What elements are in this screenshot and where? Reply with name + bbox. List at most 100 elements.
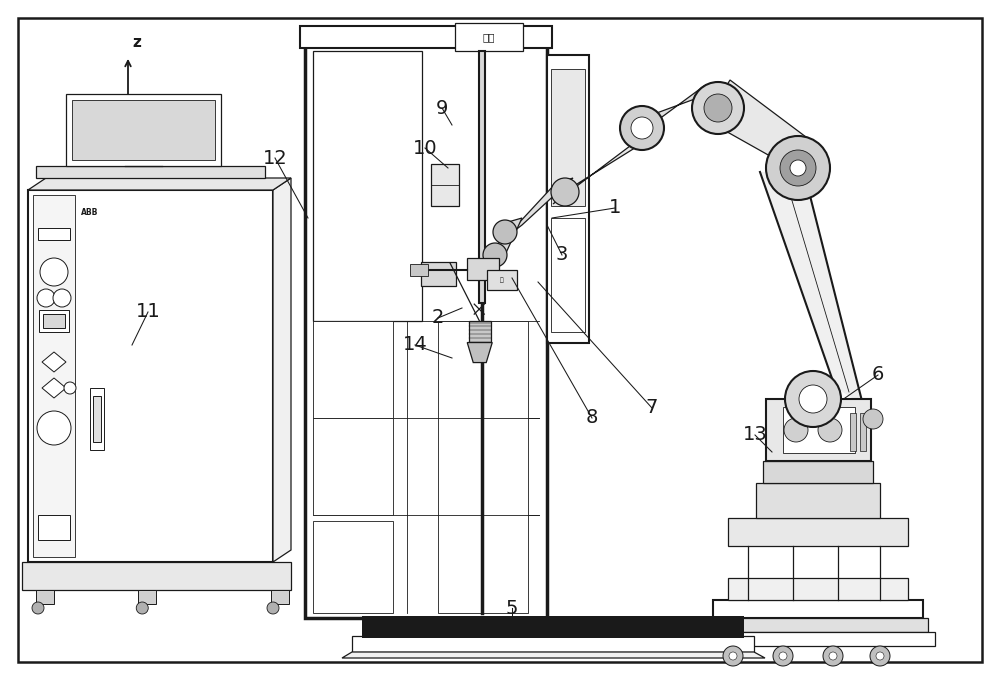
Bar <box>138 590 156 604</box>
Bar <box>469 320 491 343</box>
Text: 10: 10 <box>413 139 437 158</box>
Circle shape <box>790 160 806 176</box>
Bar <box>313 418 393 515</box>
Bar <box>28 190 273 562</box>
Bar <box>313 320 393 418</box>
Bar <box>36 166 265 178</box>
Polygon shape <box>553 136 654 204</box>
Circle shape <box>870 646 890 666</box>
Bar <box>713 600 923 618</box>
Text: 回: 回 <box>500 277 504 283</box>
Bar <box>850 413 856 451</box>
Circle shape <box>863 409 883 429</box>
Polygon shape <box>28 178 291 190</box>
Bar <box>36 590 54 604</box>
Text: x: x <box>66 160 76 175</box>
Bar <box>421 262 456 286</box>
Text: ABB: ABB <box>81 208 98 217</box>
Bar <box>710 618 928 632</box>
Polygon shape <box>342 652 765 658</box>
Bar <box>438 320 528 613</box>
Text: 1: 1 <box>609 199 621 218</box>
Bar <box>72 100 215 160</box>
Circle shape <box>876 652 884 660</box>
Circle shape <box>551 178 579 206</box>
Text: y: y <box>203 114 213 129</box>
Bar <box>33 195 75 557</box>
Circle shape <box>53 289 71 307</box>
Circle shape <box>704 94 732 122</box>
Bar <box>728 518 908 546</box>
Bar <box>362 616 744 638</box>
Bar <box>313 51 422 320</box>
Bar <box>93 396 101 443</box>
Circle shape <box>493 220 517 244</box>
Circle shape <box>32 602 44 614</box>
Bar <box>410 264 428 276</box>
Text: 12: 12 <box>263 148 287 167</box>
Bar <box>352 636 754 652</box>
Bar <box>22 562 291 590</box>
Circle shape <box>829 652 837 660</box>
Bar <box>39 310 69 332</box>
Bar <box>431 164 459 206</box>
Text: 13: 13 <box>743 426 767 445</box>
Circle shape <box>37 411 71 445</box>
Circle shape <box>818 418 842 442</box>
Bar <box>763 461 873 483</box>
Circle shape <box>780 150 816 186</box>
Bar <box>756 483 880 518</box>
Circle shape <box>631 117 653 139</box>
Bar <box>300 26 552 48</box>
Circle shape <box>729 652 737 660</box>
Polygon shape <box>628 86 730 142</box>
Polygon shape <box>760 172 863 405</box>
Bar <box>728 578 908 600</box>
Bar <box>90 388 104 450</box>
Circle shape <box>483 243 507 267</box>
Circle shape <box>779 652 787 660</box>
Bar <box>38 515 70 540</box>
Bar <box>467 258 499 280</box>
Text: 2: 2 <box>432 309 444 328</box>
Circle shape <box>40 258 68 286</box>
Bar <box>487 270 517 290</box>
Text: 8: 8 <box>586 409 598 428</box>
Bar <box>313 521 393 613</box>
Polygon shape <box>492 218 522 258</box>
Bar <box>43 314 65 328</box>
Text: 9: 9 <box>436 99 448 118</box>
Bar <box>703 632 935 646</box>
Circle shape <box>267 602 279 614</box>
Text: 7: 7 <box>646 398 658 418</box>
Bar <box>783 407 855 453</box>
Bar <box>551 69 585 206</box>
Text: z: z <box>132 35 141 50</box>
Circle shape <box>799 385 827 413</box>
Polygon shape <box>505 178 573 238</box>
Bar <box>551 218 585 332</box>
Bar <box>305 46 547 618</box>
Circle shape <box>64 382 76 394</box>
Polygon shape <box>467 343 492 362</box>
Circle shape <box>723 646 743 666</box>
Circle shape <box>785 371 841 427</box>
Circle shape <box>136 602 148 614</box>
Text: 14: 14 <box>403 335 427 354</box>
Polygon shape <box>273 178 291 562</box>
Bar <box>479 51 485 303</box>
Circle shape <box>766 136 830 200</box>
Circle shape <box>823 646 843 666</box>
Bar <box>766 399 871 461</box>
Text: 5: 5 <box>506 598 518 617</box>
Bar <box>455 23 523 51</box>
Bar <box>38 228 70 240</box>
Text: 3: 3 <box>556 245 568 265</box>
Polygon shape <box>42 378 66 398</box>
Circle shape <box>692 82 744 134</box>
Text: 电源: 电源 <box>483 32 495 42</box>
Circle shape <box>620 106 664 150</box>
Bar <box>66 94 221 166</box>
Circle shape <box>784 418 808 442</box>
Text: 11: 11 <box>136 303 160 322</box>
